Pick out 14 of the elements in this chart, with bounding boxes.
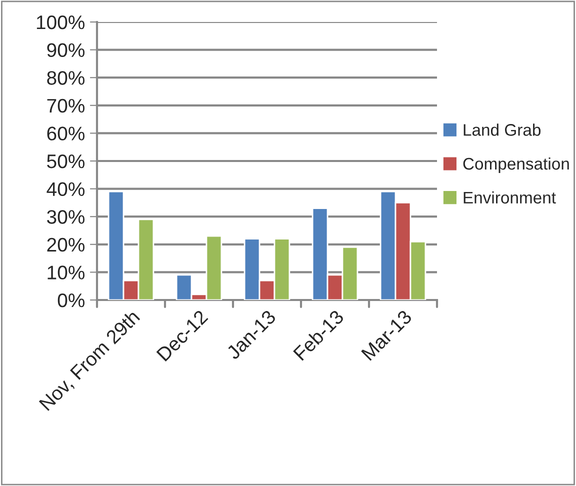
y-tick-label: 60% (47, 126, 85, 140)
y-tick-label: 80% (47, 71, 85, 85)
y-tick-label: 0% (58, 293, 85, 308)
y-tick-label: 20% (47, 238, 85, 252)
y-tick-label: 100% (36, 15, 85, 30)
legend-label: Compensation (463, 157, 569, 174)
y-tick-label: 90% (47, 43, 85, 58)
y-tick-label: 50% (47, 154, 85, 168)
legend-label: Environment (464, 191, 556, 204)
y-tick-label: 70% (47, 98, 85, 113)
y-tick-label: 40% (46, 182, 85, 196)
y-tick-label: 10% (48, 266, 85, 280)
y-tick-label: 30% (47, 210, 85, 224)
legend-label: Land Grab (464, 124, 541, 136)
